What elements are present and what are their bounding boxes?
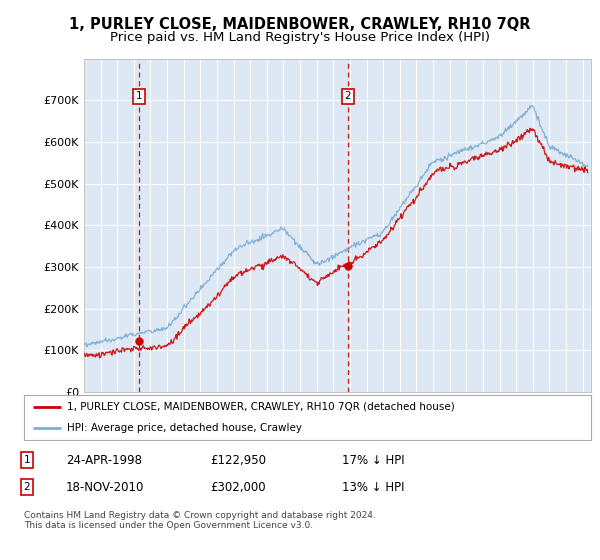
- Text: Price paid vs. HM Land Registry's House Price Index (HPI): Price paid vs. HM Land Registry's House …: [110, 31, 490, 44]
- Text: 24-APR-1998: 24-APR-1998: [66, 454, 142, 467]
- Text: 2: 2: [23, 482, 31, 492]
- Text: 17% ↓ HPI: 17% ↓ HPI: [342, 454, 404, 467]
- Text: 1, PURLEY CLOSE, MAIDENBOWER, CRAWLEY, RH10 7QR (detached house): 1, PURLEY CLOSE, MAIDENBOWER, CRAWLEY, R…: [67, 402, 454, 412]
- Text: 18-NOV-2010: 18-NOV-2010: [66, 480, 145, 494]
- Text: 1, PURLEY CLOSE, MAIDENBOWER, CRAWLEY, RH10 7QR: 1, PURLEY CLOSE, MAIDENBOWER, CRAWLEY, R…: [69, 17, 531, 32]
- Text: Contains HM Land Registry data © Crown copyright and database right 2024.
This d: Contains HM Land Registry data © Crown c…: [24, 511, 376, 530]
- Text: £122,950: £122,950: [210, 454, 266, 467]
- Text: 1: 1: [136, 91, 142, 101]
- Text: 1: 1: [23, 455, 31, 465]
- Text: HPI: Average price, detached house, Crawley: HPI: Average price, detached house, Craw…: [67, 422, 302, 432]
- Text: £302,000: £302,000: [210, 480, 266, 494]
- Text: 2: 2: [344, 91, 351, 101]
- Text: 13% ↓ HPI: 13% ↓ HPI: [342, 480, 404, 494]
